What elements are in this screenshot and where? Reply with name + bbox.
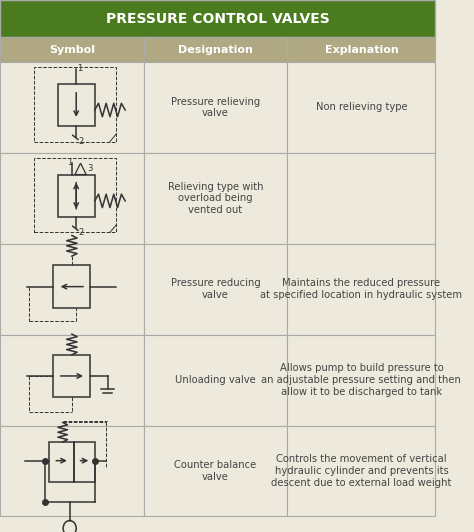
- Bar: [74, 442, 95, 482]
- Bar: [287, 335, 436, 426]
- Bar: [144, 153, 287, 244]
- Text: Allows pump to build pressure to
an adjustable pressure setting and then
allow i: Allows pump to build pressure to an adju…: [262, 363, 461, 397]
- Text: Designation: Designation: [178, 45, 253, 55]
- Text: Relieving type with
overload being
vented out: Relieving type with overload being vente…: [168, 182, 263, 215]
- Text: Pressure relieving
valve: Pressure relieving valve: [171, 97, 260, 118]
- Text: Maintains the reduced pressure
at specified location in hydraulic system: Maintains the reduced pressure at specif…: [260, 278, 463, 300]
- Bar: [54, 355, 91, 397]
- Text: 2: 2: [78, 228, 83, 237]
- Text: Controls the movement of vertical
hydraulic cylinder and prevents its
descent du: Controls the movement of vertical hydrau…: [271, 454, 452, 488]
- Bar: [49, 442, 74, 482]
- Bar: [287, 426, 436, 517]
- Bar: [34, 158, 117, 232]
- Bar: [0, 62, 144, 153]
- Bar: [0, 244, 144, 335]
- Text: Explanation: Explanation: [325, 45, 398, 55]
- Text: 2: 2: [78, 137, 83, 146]
- Text: Unloading valve: Unloading valve: [175, 375, 256, 385]
- Text: Symbol: Symbol: [49, 45, 95, 55]
- Bar: [34, 67, 117, 142]
- Bar: [144, 426, 287, 517]
- Bar: [0, 37, 144, 62]
- Bar: [287, 153, 436, 244]
- Text: Pressure reducing
valve: Pressure reducing valve: [171, 278, 260, 300]
- Bar: [144, 335, 287, 426]
- Bar: [58, 84, 95, 126]
- Bar: [287, 244, 436, 335]
- Text: 1: 1: [67, 158, 72, 167]
- Bar: [58, 174, 95, 217]
- Bar: [144, 62, 287, 153]
- Text: PRESSURE CONTROL VALVES: PRESSURE CONTROL VALVES: [106, 12, 329, 26]
- Bar: [0, 335, 144, 426]
- Bar: [54, 265, 91, 308]
- Text: 3: 3: [88, 164, 93, 173]
- Bar: [287, 37, 436, 62]
- Text: Non relieving type: Non relieving type: [316, 103, 407, 112]
- Bar: [287, 62, 436, 153]
- Bar: [144, 244, 287, 335]
- Bar: [0, 0, 436, 37]
- Bar: [0, 426, 144, 517]
- Text: 1: 1: [78, 64, 83, 73]
- Text: Counter balance
valve: Counter balance valve: [174, 460, 257, 482]
- Bar: [0, 153, 144, 244]
- Bar: [144, 37, 287, 62]
